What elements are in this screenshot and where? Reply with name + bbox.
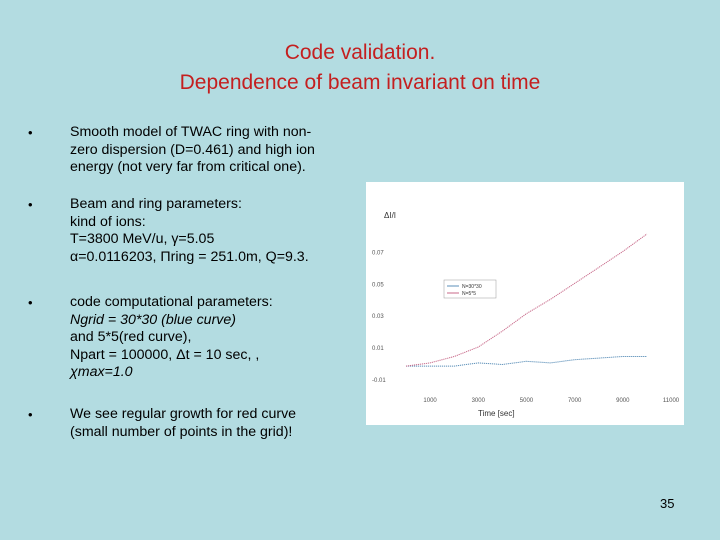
bullet-line: Beam and ring parameters: <box>70 196 242 212</box>
y-tick-label: -0.01 <box>372 378 386 384</box>
x-tick-label: 5000 <box>520 398 534 404</box>
bullet-line: code computational parameters: <box>70 294 273 310</box>
bullet-symbol: • <box>28 197 33 212</box>
beam-invariant-chart: ΔI/I -0.01 0.01 0.03 0.05 0.07 1000 3000 5000 7… <box>372 211 680 418</box>
x-tick-label: 3000 <box>472 398 486 404</box>
legend-label: N=5*5 <box>462 291 476 297</box>
bullet-line: We see regular growth for red curve <box>70 406 297 422</box>
bullet-line: (small number of points in the grid)! <box>70 423 293 440</box>
bullet-text: Smooth model of TWAC ring with non- zero… <box>70 124 370 177</box>
bullet-line: zero dispersion (D=0.461) and high ion <box>70 141 315 158</box>
x-tick-label: 11000 <box>663 398 680 404</box>
y-tick-label: 0.05 <box>372 282 384 288</box>
bullet-line: Npart = 100000, Δt = 10 sec, , <box>70 346 260 363</box>
chart-panel: ΔI/I -0.01 0.01 0.03 0.05 0.07 1000 3000 5000 7… <box>366 182 684 425</box>
bullet-line: kind of ions: <box>70 213 146 230</box>
bullet-line: Smooth model of TWAC ring with non- <box>70 124 312 140</box>
bullet-text: code computational parameters: Ngrid = 3… <box>70 294 370 382</box>
bullet-symbol: • <box>28 125 33 140</box>
series-layer <box>405 233 648 367</box>
bullet-text: We see regular growth for red curve (sma… <box>70 406 370 441</box>
series-line-1 <box>405 233 648 367</box>
page-number: 35 <box>660 496 675 511</box>
y-axis-label: ΔI/I <box>384 211 396 220</box>
bullet-line: T=3800 MeV/u, γ=5.05 <box>70 231 215 247</box>
x-axis-label: Time [sec] <box>478 409 515 418</box>
slide-title: Code validation. Dependence of beam inva… <box>0 38 720 98</box>
y-tick-label: 0.07 <box>372 251 384 257</box>
x-tick-label: 7000 <box>568 398 582 404</box>
x-tick-label: 1000 <box>423 398 437 404</box>
y-tick-label: 0.03 <box>372 314 384 320</box>
bullet-line: and 5*5(red curve), <box>70 329 192 345</box>
series-line-0 <box>406 356 647 367</box>
legend-label: N=30*30 <box>462 284 482 290</box>
y-tick-label: 0.01 <box>372 346 384 352</box>
bullet-line: α=0.0116203, Πring = 251.0m, Q=9.3. <box>70 248 309 265</box>
bullet-symbol: • <box>28 407 33 422</box>
x-tick-labels: 1000 3000 5000 7000 9000 11000 <box>423 398 679 404</box>
bullet-symbol: • <box>28 295 33 310</box>
x-tick-label: 9000 <box>616 398 630 404</box>
bullet-text: Beam and ring parameters: kind of ions: … <box>70 196 370 266</box>
title-line-1: Code validation. <box>284 41 436 64</box>
title-line-2: Dependence of beam invariant on time <box>179 71 541 94</box>
bullet-line: χmax=1.0 <box>70 364 133 380</box>
y-tick-labels: -0.01 0.01 0.03 0.05 0.07 <box>372 251 386 384</box>
chart-legend: N=30*30N=5*5 <box>443 279 497 299</box>
bullet-line: Ngrid = 30*30 (blue curve) <box>70 311 237 328</box>
bullet-line: energy (not very far from critical one). <box>70 159 306 175</box>
